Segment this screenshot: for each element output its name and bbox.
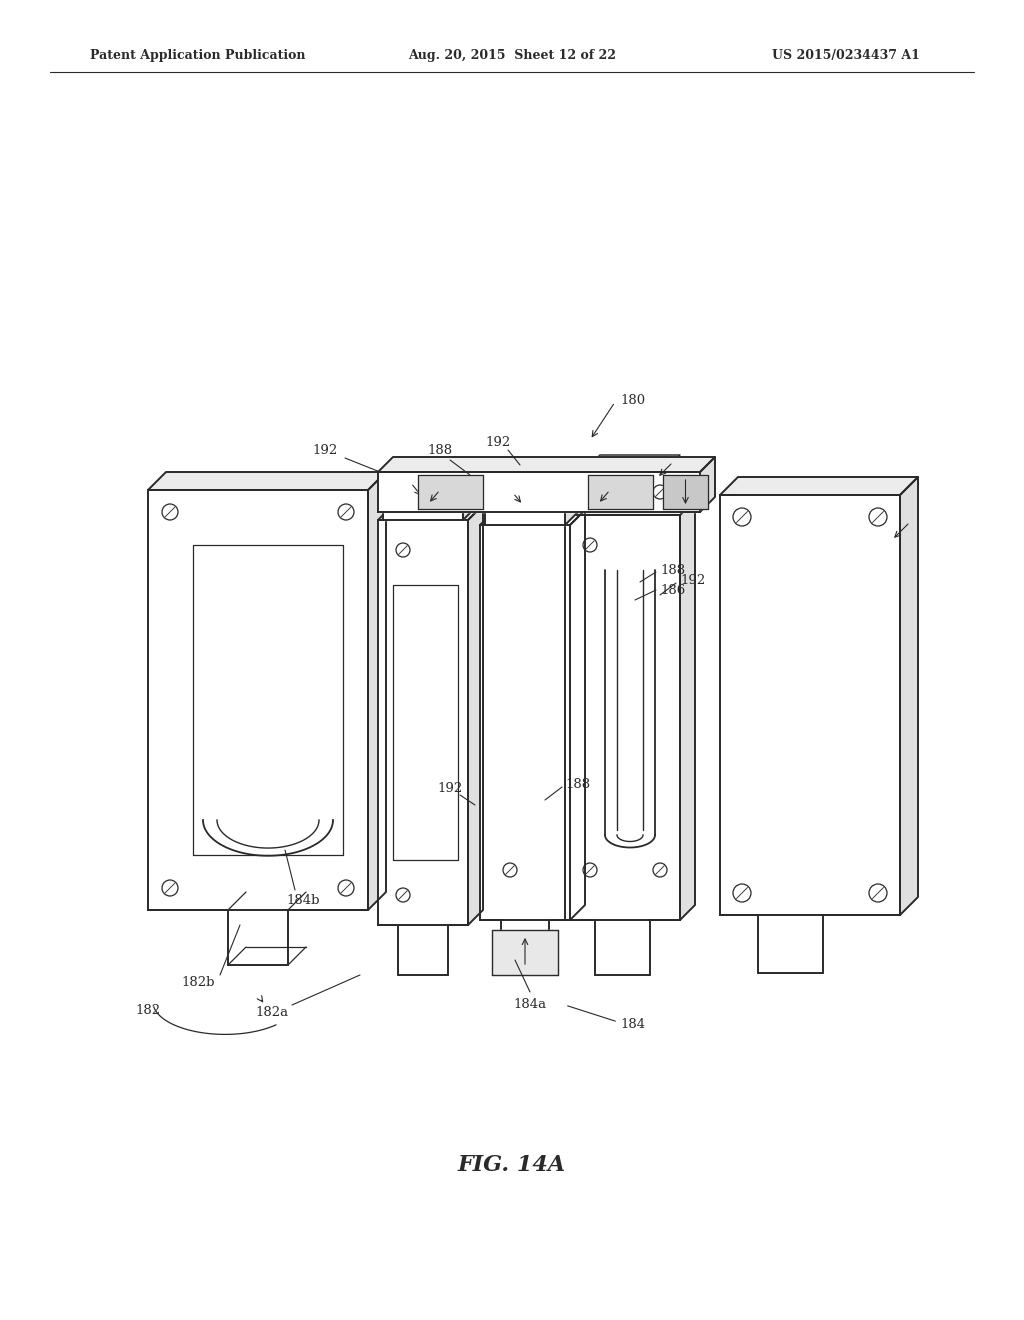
- Polygon shape: [378, 457, 715, 473]
- Text: 192: 192: [485, 436, 511, 449]
- Text: 192: 192: [312, 444, 338, 457]
- Polygon shape: [463, 459, 478, 520]
- Polygon shape: [570, 510, 585, 920]
- Polygon shape: [368, 473, 386, 909]
- Text: 186: 186: [660, 583, 685, 597]
- Polygon shape: [900, 477, 918, 915]
- Text: 188: 188: [660, 564, 685, 577]
- Text: 182: 182: [135, 1003, 161, 1016]
- Text: 180: 180: [620, 393, 645, 407]
- Polygon shape: [148, 490, 368, 909]
- Text: 184b: 184b: [287, 894, 319, 907]
- Text: Patent Application Publication: Patent Application Publication: [90, 49, 305, 62]
- Polygon shape: [383, 459, 478, 475]
- Polygon shape: [378, 506, 483, 520]
- Polygon shape: [588, 475, 653, 510]
- Polygon shape: [378, 520, 468, 925]
- Text: 184a: 184a: [513, 998, 547, 1011]
- Polygon shape: [585, 455, 680, 470]
- Polygon shape: [720, 477, 918, 495]
- Polygon shape: [468, 506, 483, 925]
- Polygon shape: [700, 457, 715, 512]
- Text: 192: 192: [437, 781, 463, 795]
- Text: 188: 188: [427, 444, 453, 457]
- Text: 188: 188: [565, 779, 590, 792]
- Polygon shape: [485, 470, 580, 484]
- Polygon shape: [720, 495, 900, 915]
- Polygon shape: [663, 475, 708, 510]
- Polygon shape: [492, 931, 558, 975]
- Text: 184: 184: [620, 1019, 645, 1031]
- Text: 182b: 182b: [181, 975, 215, 989]
- Polygon shape: [480, 525, 570, 920]
- Text: 192: 192: [680, 573, 706, 586]
- Polygon shape: [565, 500, 695, 515]
- Text: US 2015/0234437 A1: US 2015/0234437 A1: [772, 49, 920, 62]
- Text: Aug. 20, 2015  Sheet 12 of 22: Aug. 20, 2015 Sheet 12 of 22: [408, 49, 616, 62]
- Polygon shape: [485, 484, 565, 525]
- Polygon shape: [193, 545, 343, 855]
- Text: 182a: 182a: [255, 1006, 289, 1019]
- Polygon shape: [148, 473, 386, 490]
- Polygon shape: [393, 585, 458, 861]
- Text: FIG. 14A: FIG. 14A: [458, 1154, 566, 1176]
- Polygon shape: [418, 475, 483, 510]
- Polygon shape: [565, 470, 580, 525]
- Polygon shape: [383, 475, 463, 520]
- Polygon shape: [480, 510, 585, 525]
- Polygon shape: [378, 473, 700, 512]
- Polygon shape: [585, 470, 665, 506]
- Polygon shape: [680, 500, 695, 920]
- Polygon shape: [565, 515, 680, 920]
